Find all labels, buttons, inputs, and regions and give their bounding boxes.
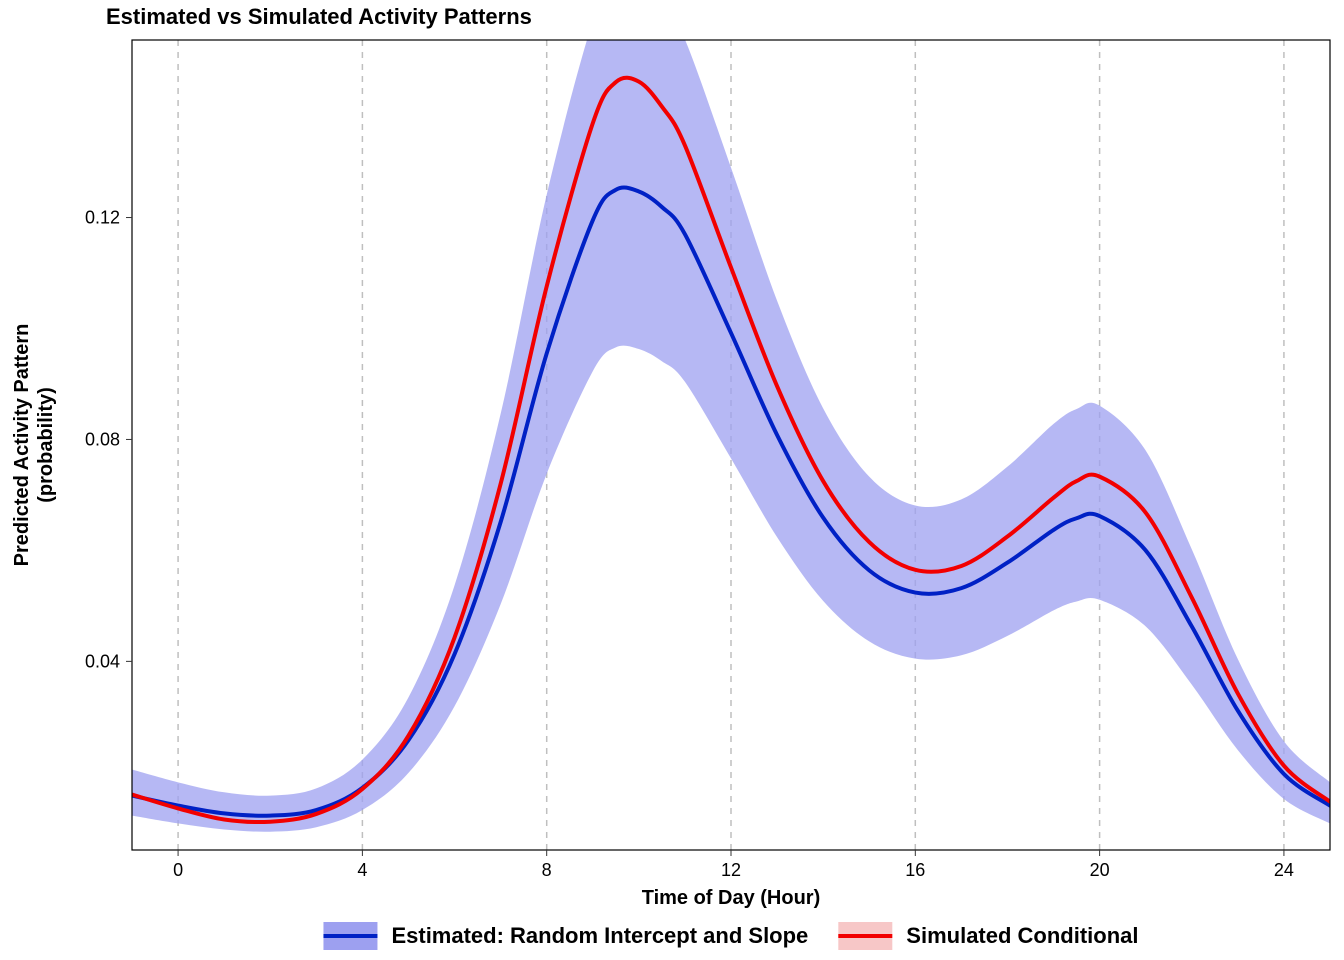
legend-label: Simulated Conditional [906,923,1138,948]
y-axis-label: Predicted Activity Pattern(probability) [11,324,57,567]
legend-label: Estimated: Random Intercept and Slope [391,923,808,948]
y-tick-label: 0.08 [85,429,120,449]
svg-text:Predicted Activity Pattern: Predicted Activity Pattern [11,324,33,567]
chart-title: Estimated vs Simulated Activity Patterns [106,4,532,29]
y-tick-label: 0.04 [85,651,120,671]
activity-pattern-chart: 0 4 8 12 16 20 24 0.04 0.08 0.12 Time of Day (Hour… [0,0,1344,960]
legend-item: Simulated Conditional [838,922,1138,950]
legend-item: Estimated: Random Intercept and Slope [323,922,808,950]
x-tick-label: 8 [542,860,552,880]
x-tick-label: 20 [1090,860,1110,880]
x-tick-label: 4 [357,860,367,880]
x-tick-label: 16 [905,860,925,880]
x-tick-label: 12 [721,860,741,880]
svg-text:(probability): (probability) [35,387,57,503]
x-tick-label: 24 [1274,860,1294,880]
x-tick-label: 0 [173,860,183,880]
chart-container: 0 4 8 12 16 20 24 0.04 0.08 0.12 Time of Day (Hour… [0,0,1344,960]
y-tick-label: 0.12 [85,208,120,228]
x-axis-label: Time of Day (Hour) [642,887,821,909]
legend: Estimated: Random Intercept and Slope Sim… [323,922,1138,950]
